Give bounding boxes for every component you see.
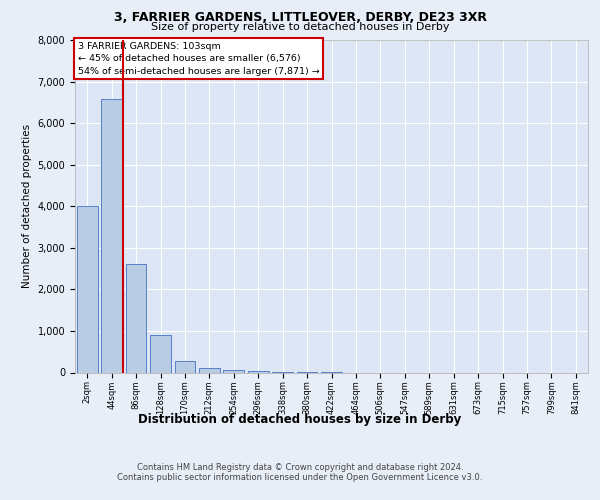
Text: Size of property relative to detached houses in Derby: Size of property relative to detached ho…	[151, 22, 449, 32]
Text: 3, FARRIER GARDENS, LITTLEOVER, DERBY, DE23 3XR: 3, FARRIER GARDENS, LITTLEOVER, DERBY, D…	[113, 11, 487, 24]
Text: Distribution of detached houses by size in Derby: Distribution of detached houses by size …	[139, 412, 461, 426]
Text: 3 FARRIER GARDENS: 103sqm
← 45% of detached houses are smaller (6,576)
54% of se: 3 FARRIER GARDENS: 103sqm ← 45% of detac…	[77, 42, 319, 76]
Bar	[223, 370, 244, 372]
Text: Contains public sector information licensed under the Open Government Licence v3: Contains public sector information licen…	[118, 472, 482, 482]
Bar	[248, 371, 269, 372]
Y-axis label: Number of detached properties: Number of detached properties	[22, 124, 32, 288]
Bar	[101, 99, 122, 372]
Bar	[125, 264, 146, 372]
Text: Contains HM Land Registry data © Crown copyright and database right 2024.: Contains HM Land Registry data © Crown c…	[137, 462, 463, 471]
Bar	[77, 206, 98, 372]
Bar	[199, 368, 220, 372]
Bar	[150, 335, 171, 372]
Bar	[175, 362, 196, 372]
